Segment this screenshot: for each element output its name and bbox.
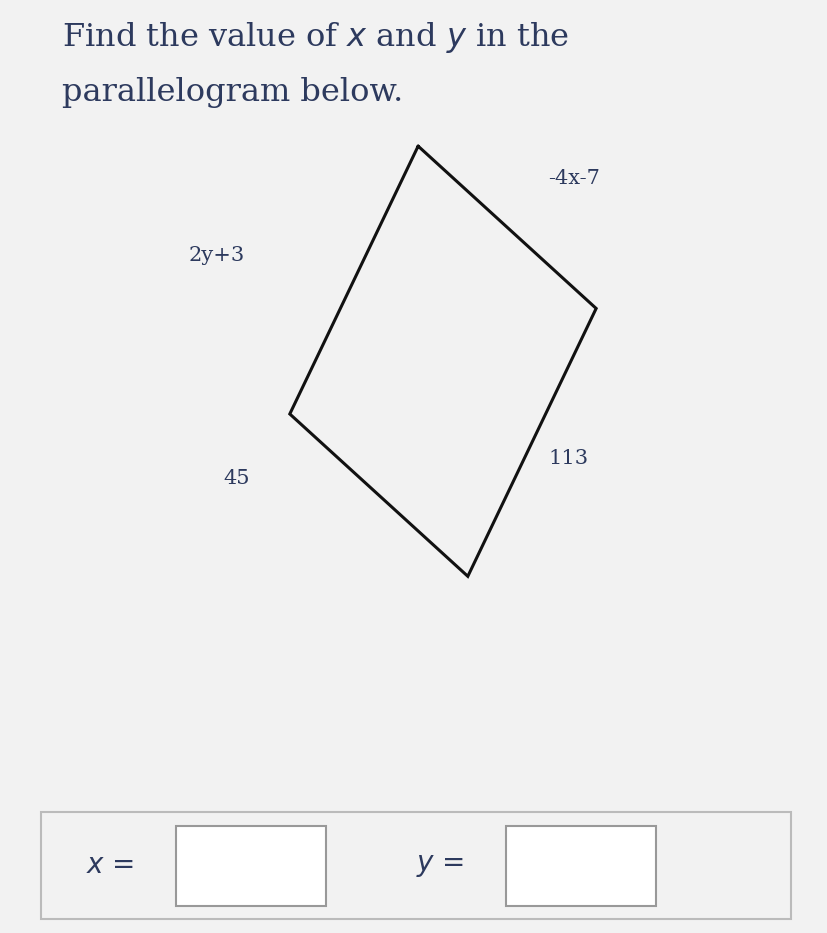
Text: parallelogram below.: parallelogram below. <box>62 77 403 108</box>
Bar <box>176 826 326 906</box>
Text: Find the value of $x$ and $y$ in the: Find the value of $x$ and $y$ in the <box>62 21 568 55</box>
Text: -4x-7: -4x-7 <box>547 169 600 188</box>
Text: 2y+3: 2y+3 <box>188 246 244 265</box>
Text: 45: 45 <box>223 469 250 488</box>
Text: $\mathit{x}$ =: $\mathit{x}$ = <box>86 852 135 879</box>
Text: $\mathit{y}$ =: $\mathit{y}$ = <box>415 852 464 879</box>
Text: 113: 113 <box>547 449 588 468</box>
Bar <box>505 826 655 906</box>
